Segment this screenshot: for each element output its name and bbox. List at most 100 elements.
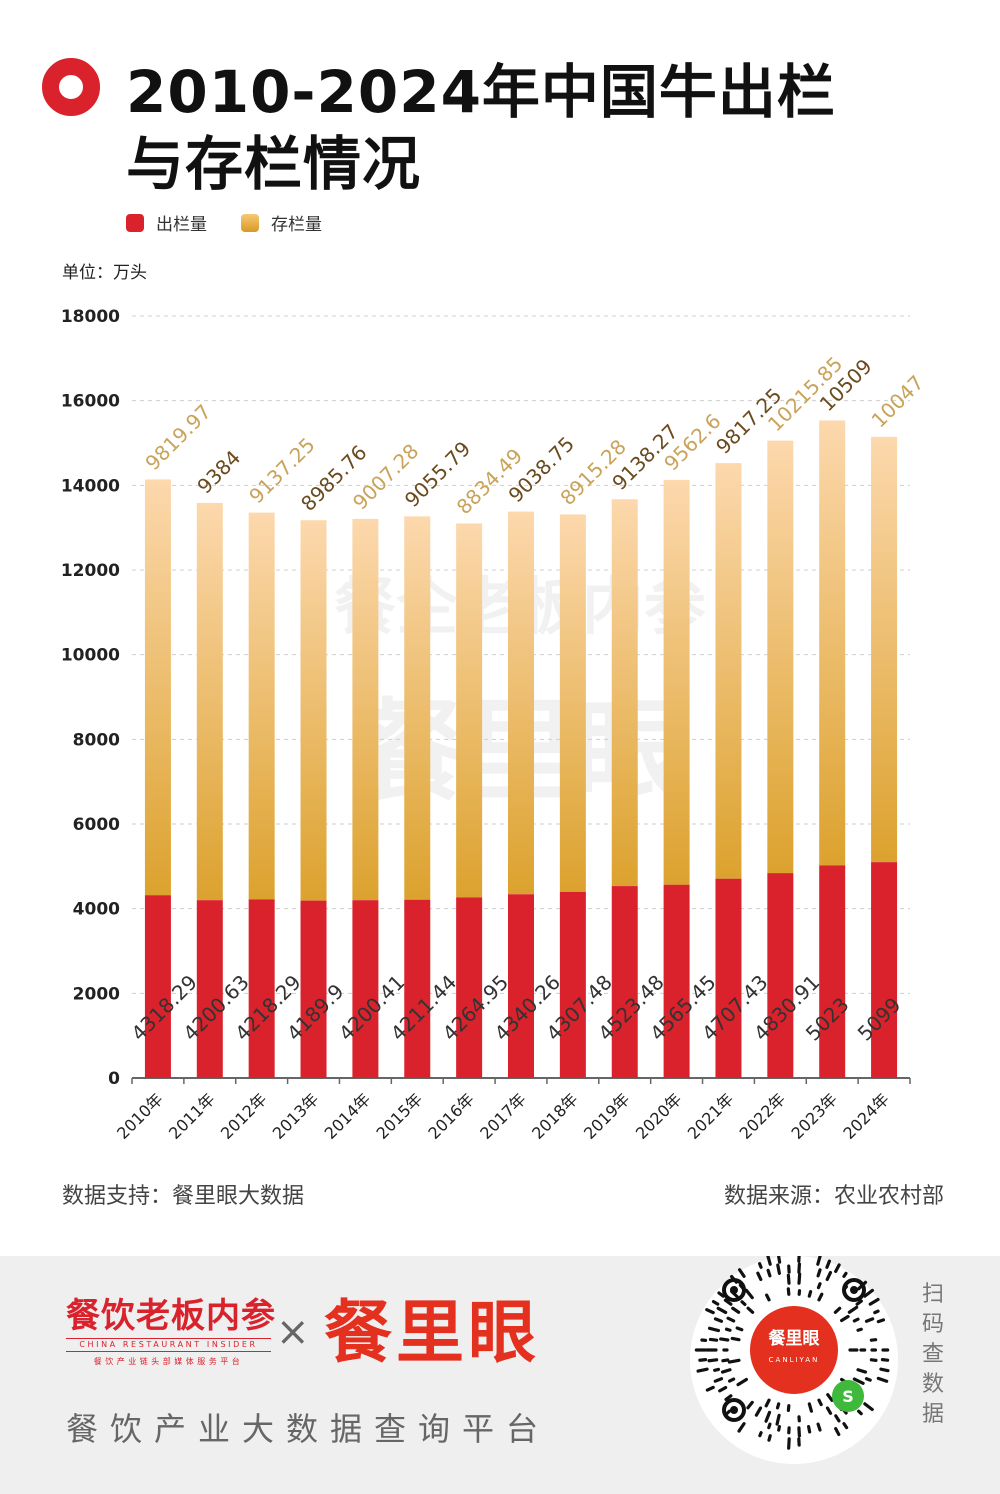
qr-mark [775, 1413, 781, 1426]
y-tick-label: 4000 [73, 900, 120, 920]
qr-mark [834, 1263, 841, 1273]
bar-stock [715, 463, 742, 879]
y-tick-label: 18000 [61, 307, 120, 327]
legend-swatch-out [126, 213, 144, 232]
cross-icon: × [276, 1309, 310, 1355]
data-label-stock: 9819.97 [140, 400, 215, 475]
bar-stock [300, 520, 327, 901]
y-tick-label: 14000 [61, 476, 120, 496]
qr-mark [777, 1255, 782, 1264]
qr-mark [698, 1358, 708, 1362]
y-tick-label: 16000 [61, 392, 120, 412]
qr-mark [834, 1427, 841, 1437]
bar-stock [352, 518, 379, 901]
scan-hint: 扫 码 查 数 据 [918, 1280, 948, 1430]
qr-mark [735, 1326, 744, 1332]
bar-out [559, 891, 586, 1078]
qr-mark [786, 1273, 791, 1285]
qr-mark [746, 1400, 754, 1410]
bar-stock [767, 440, 794, 874]
qr-mark [879, 1367, 890, 1373]
x-tick-label: 2014年 [321, 1089, 375, 1143]
x-tick-label: 2022年 [736, 1089, 790, 1143]
qr-finder [722, 1278, 746, 1302]
qr-mark [825, 1406, 833, 1415]
legend-item-out: 出栏量 [126, 210, 207, 235]
title-line-2: 与存栏情况 [126, 130, 422, 198]
qr-code[interactable]: 餐里眼 CANLIYAN S [690, 1252, 898, 1464]
bar-out [819, 865, 846, 1078]
qr-mark [869, 1338, 878, 1342]
bar-out [508, 894, 534, 1078]
scan-char: 查 [921, 1342, 944, 1367]
page-title: 2010-2024年中国牛出栏 与存栏情况 [126, 56, 886, 200]
brand-insider-sub: 餐饮产业链头部媒体服务平台 [93, 1357, 244, 1366]
qr-mark [816, 1282, 822, 1290]
x-tick-label: 2018年 [528, 1089, 582, 1143]
qr-mark [876, 1318, 886, 1324]
bar-stock [871, 436, 898, 863]
qr-finder [722, 1398, 746, 1422]
x-tick-label: 2021年 [684, 1089, 738, 1143]
qr-mark [868, 1297, 880, 1306]
chart-legend: 出栏量 存栏量 [126, 210, 356, 235]
y-tick-label: 0 [108, 1069, 120, 1089]
qr-mark [840, 1314, 850, 1323]
qr-mark [767, 1422, 772, 1430]
legend-label-stock: 存栏量 [271, 215, 322, 235]
scan-char: 扫 [921, 1282, 944, 1307]
x-tick-label: 2013年 [269, 1089, 323, 1143]
qr-mark [825, 1270, 833, 1282]
qr-mark [863, 1402, 874, 1412]
scan-char: 据 [921, 1402, 944, 1427]
qr-mark [852, 1317, 860, 1323]
qr-mark [825, 1259, 832, 1269]
bar-stock [248, 512, 275, 900]
qr-mark [817, 1292, 824, 1302]
qr-mark [777, 1425, 781, 1432]
bar-stock [456, 523, 483, 898]
y-tick-label: 10000 [61, 646, 120, 666]
bar-out [663, 884, 690, 1078]
bar-out [144, 895, 171, 1078]
scan-char: 数 [921, 1372, 944, 1397]
qr-mark [726, 1316, 736, 1323]
qr-mark [797, 1262, 802, 1274]
qr-mark [756, 1271, 763, 1282]
qr-mark [705, 1385, 715, 1392]
qr-mark [720, 1368, 732, 1374]
unit-label: 单位：万头 [62, 263, 147, 283]
bar-out [715, 878, 742, 1078]
qr-mark [876, 1376, 889, 1383]
title-line-1: 2010-2024年中国牛出栏 [126, 58, 836, 126]
qr-mark [764, 1410, 772, 1423]
y-tick-label: 8000 [73, 730, 120, 750]
qr-mark [842, 1422, 849, 1430]
qr-mark [807, 1290, 813, 1298]
qr-mark [740, 1300, 747, 1307]
qr-mark [707, 1358, 719, 1363]
qr-mark [873, 1309, 880, 1315]
qr-mark [716, 1306, 728, 1315]
qr-mark [696, 1367, 709, 1373]
qr-mark [767, 1434, 772, 1442]
brand-logo-canliyan: 餐里眼 [324, 1294, 541, 1373]
qr-mark [857, 1409, 863, 1416]
qr-mark [730, 1336, 741, 1342]
data-label-stock: 10047 [867, 370, 929, 432]
brand-insider-name: 餐饮老板内参 [66, 1296, 276, 1336]
qr-mark [721, 1358, 730, 1363]
qr-mark [856, 1368, 868, 1374]
qr-center-en: CANLIYAN [769, 1356, 820, 1364]
bar-stock [196, 502, 223, 901]
qr-mark [775, 1402, 781, 1410]
bar-out [456, 897, 483, 1078]
qr-mark [764, 1398, 771, 1408]
bar-out [871, 862, 898, 1078]
bar-out [611, 886, 638, 1078]
x-tick-label: 2012年 [217, 1089, 271, 1143]
qr-mark [797, 1272, 802, 1285]
qr-mark [713, 1377, 724, 1383]
stacked-bar-chart: 餐企老板内参餐里眼0200040006000800010000120001400… [61, 307, 929, 1143]
bar-stock [508, 511, 534, 895]
